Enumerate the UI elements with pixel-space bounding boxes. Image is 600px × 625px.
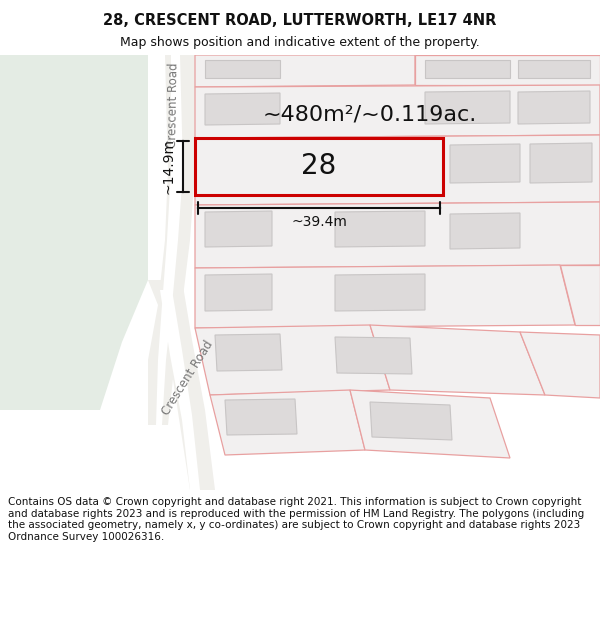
Bar (195, 138, 443, 195)
Polygon shape (205, 60, 280, 78)
Polygon shape (335, 211, 425, 247)
Polygon shape (425, 91, 510, 124)
Polygon shape (370, 402, 452, 440)
Polygon shape (450, 144, 520, 183)
Polygon shape (205, 211, 272, 247)
Polygon shape (530, 143, 592, 183)
Text: Crescent Road: Crescent Road (160, 338, 216, 418)
Polygon shape (160, 290, 200, 490)
Text: ~39.4m: ~39.4m (291, 215, 347, 229)
Polygon shape (148, 280, 215, 490)
Polygon shape (195, 55, 415, 87)
Polygon shape (370, 325, 545, 395)
Polygon shape (195, 85, 600, 138)
Polygon shape (215, 334, 282, 371)
Polygon shape (520, 332, 600, 398)
Text: Map shows position and indicative extent of the property.: Map shows position and indicative extent… (120, 36, 480, 49)
Text: 28, CRESCENT ROAD, LUTTERWORTH, LE17 4NR: 28, CRESCENT ROAD, LUTTERWORTH, LE17 4NR (103, 13, 497, 28)
Polygon shape (335, 274, 425, 311)
Polygon shape (450, 213, 520, 249)
Polygon shape (195, 265, 575, 328)
Polygon shape (205, 93, 280, 125)
Polygon shape (205, 274, 272, 311)
Polygon shape (0, 55, 148, 410)
Text: ~14.9m: ~14.9m (161, 139, 175, 194)
Polygon shape (518, 60, 590, 78)
Polygon shape (210, 390, 365, 455)
Polygon shape (560, 265, 600, 325)
Text: Crescent Road: Crescent Road (166, 62, 180, 148)
Polygon shape (225, 399, 297, 435)
Text: ~480m²/~0.119ac.: ~480m²/~0.119ac. (263, 105, 477, 125)
Polygon shape (148, 55, 195, 425)
Polygon shape (350, 390, 510, 458)
Polygon shape (205, 145, 272, 183)
Polygon shape (335, 337, 412, 374)
Polygon shape (425, 60, 510, 78)
Polygon shape (195, 202, 600, 268)
Polygon shape (415, 55, 600, 85)
Text: Contains OS data © Crown copyright and database right 2021. This information is : Contains OS data © Crown copyright and d… (8, 497, 584, 542)
Polygon shape (518, 91, 590, 124)
Text: 28: 28 (301, 152, 337, 180)
Polygon shape (195, 325, 390, 395)
Polygon shape (195, 135, 600, 205)
Polygon shape (156, 55, 183, 425)
